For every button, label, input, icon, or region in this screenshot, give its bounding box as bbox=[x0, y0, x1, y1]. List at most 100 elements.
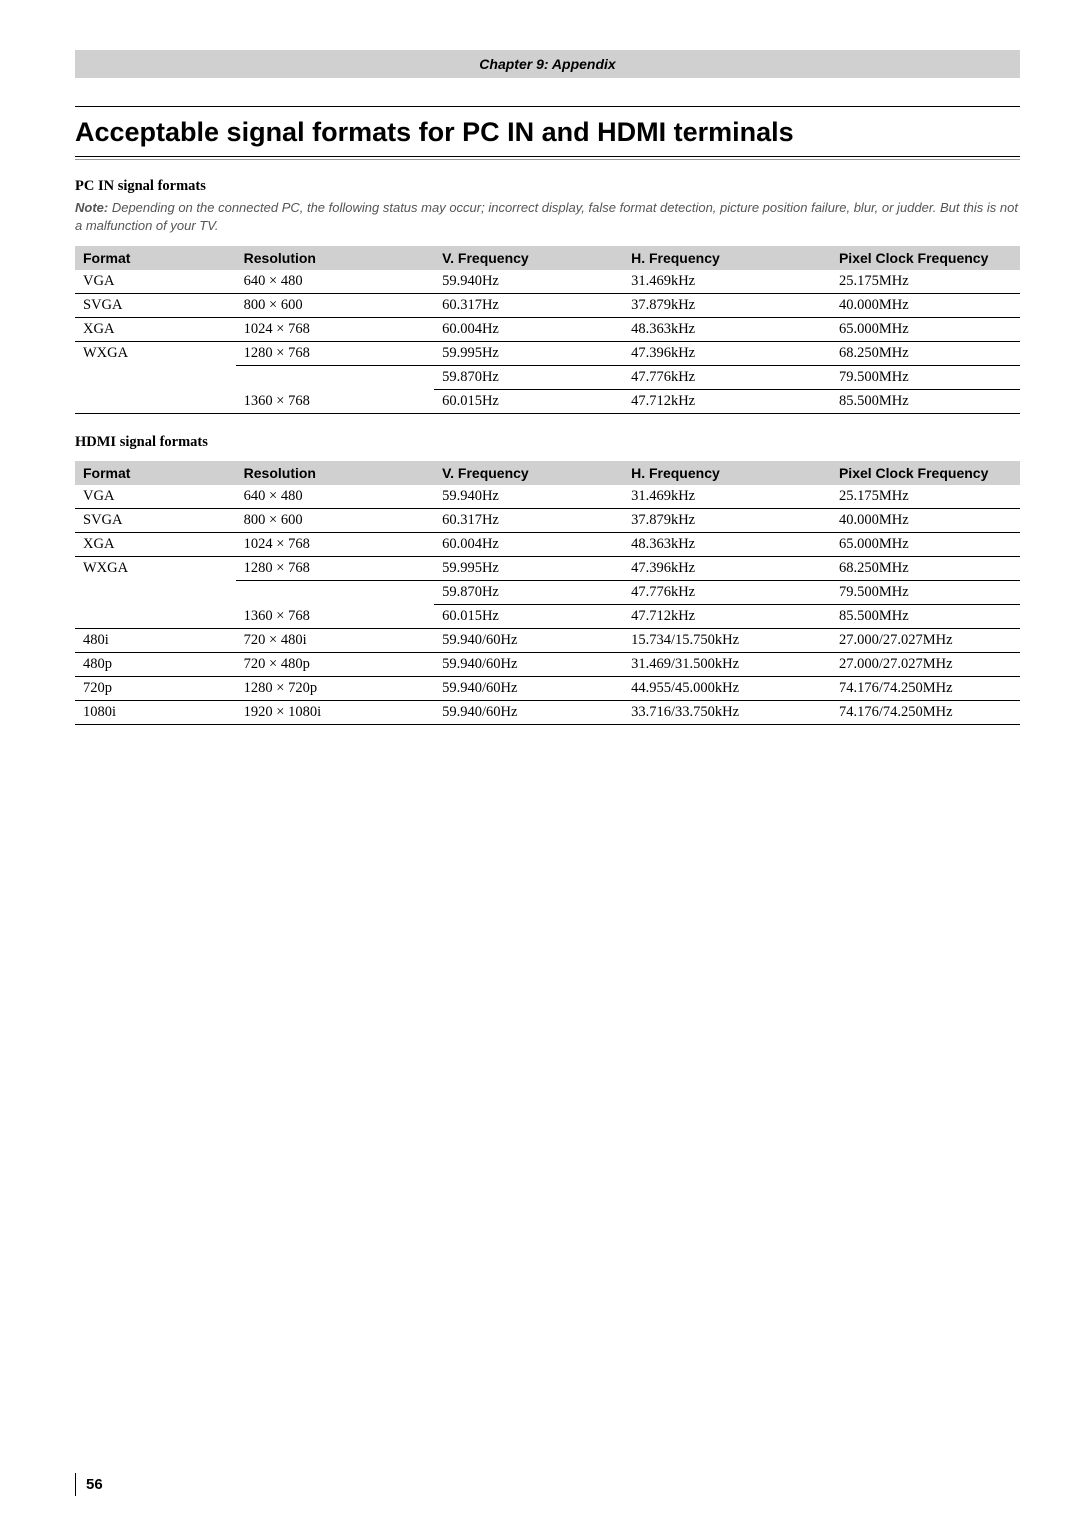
cell-hfreq: 47.712kHz bbox=[623, 605, 831, 629]
cell-resolution bbox=[236, 366, 434, 390]
title-rule-bottom bbox=[75, 156, 1020, 157]
cell-hfreq: 48.363kHz bbox=[623, 533, 831, 557]
table-row: 59.870Hz 47.776kHz 79.500MHz bbox=[75, 366, 1020, 390]
cell-pixel: 27.000/27.027MHz bbox=[831, 653, 1020, 677]
cell-pixel: 40.000MHz bbox=[831, 294, 1020, 318]
hdmi-signal-table: Format Resolution V. Frequency H. Freque… bbox=[75, 461, 1020, 725]
cell-pixel: 85.500MHz bbox=[831, 605, 1020, 629]
cell-vfreq: 59.940/60Hz bbox=[434, 653, 623, 677]
cell-format: XGA bbox=[75, 533, 236, 557]
cell-resolution: 1280 × 768 bbox=[236, 557, 434, 581]
cell-pixel: 27.000/27.027MHz bbox=[831, 629, 1020, 653]
cell-vfreq: 59.870Hz bbox=[434, 581, 623, 605]
pc-signal-heading: PC IN signal formats bbox=[75, 178, 1020, 195]
cell-pixel: 79.500MHz bbox=[831, 581, 1020, 605]
pc-signal-table: Format Resolution V. Frequency H. Freque… bbox=[75, 246, 1020, 414]
cell-resolution: 1280 × 720p bbox=[236, 677, 434, 701]
cell-format: 480i bbox=[75, 629, 236, 653]
cell-vfreq: 60.015Hz bbox=[434, 390, 623, 414]
cell-hfreq: 31.469kHz bbox=[623, 270, 831, 294]
cell-format: SVGA bbox=[75, 294, 236, 318]
table-header-row: Format Resolution V. Frequency H. Freque… bbox=[75, 461, 1020, 485]
cell-resolution: 640 × 480 bbox=[236, 485, 434, 509]
cell-format bbox=[75, 366, 236, 390]
cell-hfreq: 37.879kHz bbox=[623, 509, 831, 533]
cell-pixel: 68.250MHz bbox=[831, 342, 1020, 366]
cell-vfreq: 59.870Hz bbox=[434, 366, 623, 390]
cell-pixel: 68.250MHz bbox=[831, 557, 1020, 581]
cell-format: 1080i bbox=[75, 701, 236, 725]
cell-hfreq: 47.776kHz bbox=[623, 581, 831, 605]
th-format: Format bbox=[75, 246, 236, 270]
th-hfreq: H. Frequency bbox=[623, 461, 831, 485]
table-row: VGA 640 × 480 59.940Hz 31.469kHz 25.175M… bbox=[75, 270, 1020, 294]
cell-hfreq: 37.879kHz bbox=[623, 294, 831, 318]
cell-vfreq: 60.317Hz bbox=[434, 509, 623, 533]
table-row: 1360 × 768 60.015Hz 47.712kHz 85.500MHz bbox=[75, 605, 1020, 629]
table-row: 480p 720 × 480p 59.940/60Hz 31.469/31.50… bbox=[75, 653, 1020, 677]
title-rule-bottom-light bbox=[75, 159, 1020, 160]
cell-format: XGA bbox=[75, 318, 236, 342]
cell-vfreq: 60.317Hz bbox=[434, 294, 623, 318]
chapter-banner: Chapter 9: Appendix bbox=[75, 50, 1020, 78]
cell-pixel: 25.175MHz bbox=[831, 485, 1020, 509]
cell-resolution: 640 × 480 bbox=[236, 270, 434, 294]
cell-format: 720p bbox=[75, 677, 236, 701]
cell-resolution: 1280 × 768 bbox=[236, 342, 434, 366]
cell-hfreq: 47.712kHz bbox=[623, 390, 831, 414]
cell-format: WXGA bbox=[75, 342, 236, 366]
cell-pixel: 79.500MHz bbox=[831, 366, 1020, 390]
cell-hfreq: 31.469/31.500kHz bbox=[623, 653, 831, 677]
page-number-value: 56 bbox=[75, 1473, 103, 1496]
th-resolution: Resolution bbox=[236, 461, 434, 485]
cell-hfreq: 33.716/33.750kHz bbox=[623, 701, 831, 725]
cell-pixel: 40.000MHz bbox=[831, 509, 1020, 533]
cell-resolution: 1920 × 1080i bbox=[236, 701, 434, 725]
page-title: Acceptable signal formats for PC IN and … bbox=[75, 109, 1020, 156]
table-row: VGA 640 × 480 59.940Hz 31.469kHz 25.175M… bbox=[75, 485, 1020, 509]
cell-vfreq: 60.004Hz bbox=[434, 318, 623, 342]
cell-hfreq: 31.469kHz bbox=[623, 485, 831, 509]
cell-resolution: 720 × 480p bbox=[236, 653, 434, 677]
cell-format: WXGA bbox=[75, 557, 236, 581]
cell-hfreq: 47.776kHz bbox=[623, 366, 831, 390]
cell-vfreq: 59.995Hz bbox=[434, 342, 623, 366]
table-row: SVGA 800 × 600 60.317Hz 37.879kHz 40.000… bbox=[75, 509, 1020, 533]
cell-vfreq: 59.940/60Hz bbox=[434, 677, 623, 701]
cell-vfreq: 59.940/60Hz bbox=[434, 629, 623, 653]
cell-vfreq: 59.940Hz bbox=[434, 485, 623, 509]
cell-hfreq: 15.734/15.750kHz bbox=[623, 629, 831, 653]
table-row: WXGA 1280 × 768 59.995Hz 47.396kHz 68.25… bbox=[75, 557, 1020, 581]
table-header-row: Format Resolution V. Frequency H. Freque… bbox=[75, 246, 1020, 270]
cell-hfreq: 48.363kHz bbox=[623, 318, 831, 342]
cell-format: VGA bbox=[75, 270, 236, 294]
cell-pixel: 85.500MHz bbox=[831, 390, 1020, 414]
cell-vfreq: 59.940Hz bbox=[434, 270, 623, 294]
th-format: Format bbox=[75, 461, 236, 485]
cell-resolution: 1024 × 768 bbox=[236, 318, 434, 342]
cell-hfreq: 47.396kHz bbox=[623, 557, 831, 581]
cell-vfreq: 59.995Hz bbox=[434, 557, 623, 581]
th-vfreq: V. Frequency bbox=[434, 246, 623, 270]
note-label: Note: bbox=[75, 200, 108, 215]
cell-format bbox=[75, 390, 236, 414]
table-row: 1080i 1920 × 1080i 59.940/60Hz 33.716/33… bbox=[75, 701, 1020, 725]
cell-hfreq: 44.955/45.000kHz bbox=[623, 677, 831, 701]
cell-vfreq: 59.940/60Hz bbox=[434, 701, 623, 725]
th-pixel: Pixel Clock Frequency bbox=[831, 461, 1020, 485]
note-text: Depending on the connected PC, the follo… bbox=[75, 200, 1018, 233]
table-row: 1360 × 768 60.015Hz 47.712kHz 85.500MHz bbox=[75, 390, 1020, 414]
th-resolution: Resolution bbox=[236, 246, 434, 270]
hdmi-signal-heading: HDMI signal formats bbox=[75, 434, 1020, 451]
cell-resolution: 720 × 480i bbox=[236, 629, 434, 653]
cell-vfreq: 60.004Hz bbox=[434, 533, 623, 557]
cell-resolution: 1024 × 768 bbox=[236, 533, 434, 557]
cell-resolution: 800 × 600 bbox=[236, 509, 434, 533]
page-number: 56 bbox=[75, 1476, 103, 1493]
cell-pixel: 74.176/74.250MHz bbox=[831, 701, 1020, 725]
th-vfreq: V. Frequency bbox=[434, 461, 623, 485]
cell-resolution: 1360 × 768 bbox=[236, 605, 434, 629]
cell-format: 480p bbox=[75, 653, 236, 677]
cell-pixel: 74.176/74.250MHz bbox=[831, 677, 1020, 701]
cell-pixel: 65.000MHz bbox=[831, 318, 1020, 342]
